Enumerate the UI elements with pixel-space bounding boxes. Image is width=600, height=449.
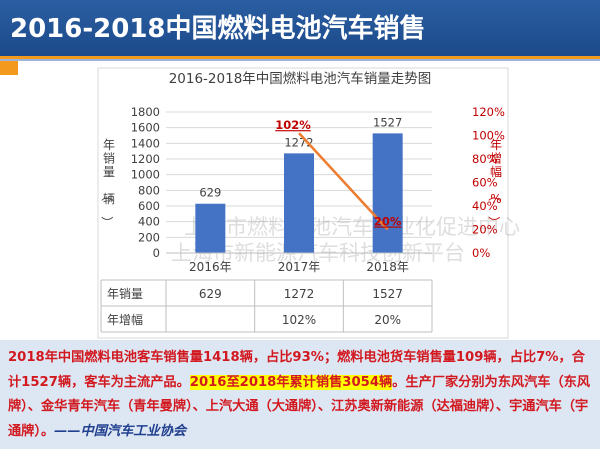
y-tick-left: 1600: [131, 121, 160, 135]
y-tick-right: 40%: [472, 199, 498, 213]
table-cell: 1272: [284, 287, 315, 301]
y-tick-left: 1200: [131, 152, 160, 166]
y-axis-label-right: 年增幅（%）: [487, 138, 502, 229]
bar-value-label: 629: [199, 186, 221, 200]
y-tick-left: 200: [138, 230, 160, 244]
bar-2: [284, 153, 314, 253]
growth-value-label: 20%: [374, 215, 402, 229]
x-tick-label: 2018年: [366, 260, 409, 274]
table-row-label: 年销量: [107, 287, 143, 301]
y-tick-right: 0%: [472, 246, 490, 260]
header-separator: [0, 59, 600, 61]
table-cell: 629: [199, 287, 222, 301]
y-tick-left: 800: [138, 183, 160, 197]
chart-title: 2016-2018年中国燃料电池汽车销量走势图: [169, 70, 432, 87]
growth-line: [298, 132, 389, 231]
y-tick-right: 20%: [472, 223, 498, 237]
caption-highlight: 2016至2018年累计销售3054辆: [189, 374, 393, 390]
x-tick-label: 2016年: [189, 260, 232, 274]
caption-text: 2018年中国燃料电池客车销售量1418辆，占比93%；燃料电池货车销售量109…: [8, 350, 585, 390]
page-title: 2016-2018中国燃料电池汽车销售: [10, 14, 426, 44]
bar-1: [195, 203, 226, 253]
y-tick-left: 400: [138, 215, 160, 229]
y-tick-right: 100%: [472, 129, 505, 143]
growth-value-label: 102%: [275, 118, 311, 132]
x-tick-label: 2017年: [278, 260, 321, 274]
bar-value-label: 1272: [284, 135, 313, 149]
y-tick-right: 80%: [472, 152, 498, 166]
y-tick-left: 1000: [131, 168, 160, 182]
table-cell: 102%: [282, 313, 316, 327]
y-tick-right: 120%: [472, 105, 505, 119]
y-tick-left: 0: [153, 246, 160, 260]
y-axis-label-left: 年销量（辆）: [100, 138, 115, 229]
table-cell: 20%: [374, 313, 401, 327]
y-tick-left: 600: [138, 199, 160, 213]
y-tick-left: 1800: [131, 105, 160, 119]
caption-box: 2018年中国燃料电池客车销售量1418辆，占比93%；燃料电池货车销售量109…: [0, 340, 600, 449]
table-row-label: 年增幅: [107, 312, 143, 327]
caption-source: ——中国汽车工业协会: [54, 423, 187, 439]
header-bar: 2016-2018中国燃料电池汽车销售: [0, 0, 600, 56]
bar-3: [372, 133, 403, 253]
header-underline: [0, 56, 600, 59]
caption-text-continued: 。生产厂家分别为东风汽车（东风牌）、金华青年汽车（青年曼牌）、上汽大通（大通牌）…: [8, 374, 591, 439]
bar-value-label: 1527: [373, 115, 402, 129]
y-tick-right: 60%: [472, 176, 498, 190]
corner-accent: [0, 61, 18, 75]
y-tick-left: 1400: [131, 136, 160, 150]
table-cell: 1527: [372, 287, 403, 301]
watermark-line-1: 上海市燃料电池汽车商业化促进中心: [184, 215, 520, 239]
